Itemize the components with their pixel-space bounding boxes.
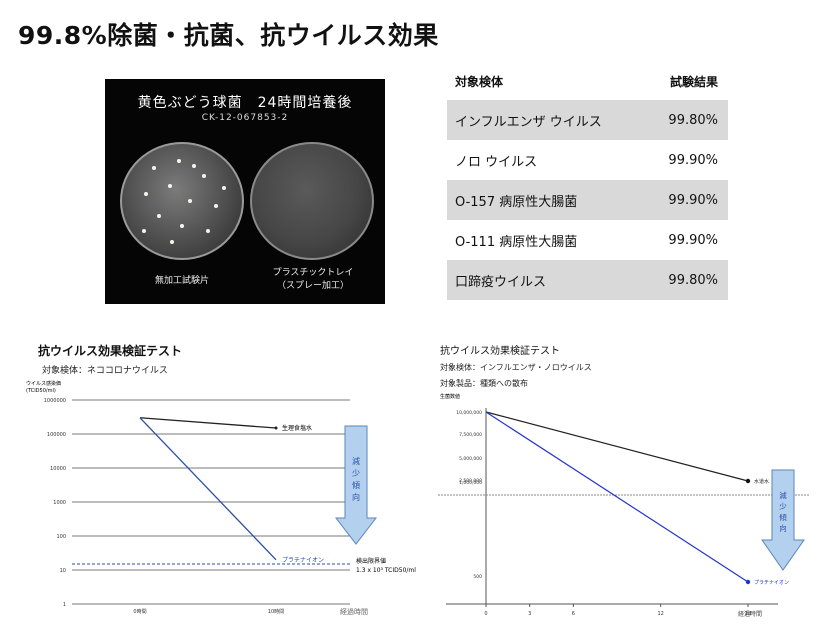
chart1-title: 抗ウイルス効果検証テスト	[38, 344, 183, 358]
row-subject: インフルエンザ ウイルス	[455, 114, 602, 130]
row-result: 99.80%	[668, 272, 718, 288]
untreated-label: 無加工試験片	[154, 276, 209, 286]
petri-dish-photo: 黄色ぶどう球菌 24時間培養後 CK-12-067853-2 無加工試験片 プラ…	[105, 79, 385, 304]
x-axis-label: 経過時間	[738, 610, 762, 618]
arrow-label-char: 少	[352, 469, 360, 478]
arrow-label-char: 向	[352, 492, 360, 502]
row-result: 99.80%	[668, 112, 718, 128]
y-tick-label: 5,000,000	[459, 456, 482, 462]
y-tick-label: 10,000,000	[456, 410, 482, 416]
colony	[168, 184, 172, 188]
chart2-svg: 生菌数値 10,000,000 7,500,000 5,000,000 2,500,00…	[438, 393, 810, 618]
colony	[192, 164, 196, 168]
decrease-arrow	[761, 469, 805, 571]
y-tick-label: 100	[56, 534, 66, 540]
x-tick-label: 3	[528, 611, 531, 617]
colony	[157, 214, 161, 218]
colony	[214, 204, 218, 208]
detection-limit-label: 検出限界値	[356, 557, 386, 565]
row-result: 99.90%	[668, 152, 718, 168]
table-row: O-157 病原性大腸菌 99.90%	[447, 180, 728, 220]
y-axis-label: (TCID50/ml)	[26, 388, 56, 394]
series-label: プラチナイオン	[282, 557, 324, 564]
series-line-1	[139, 417, 277, 429]
row-subject: O-157 病原性大腸菌	[455, 194, 578, 210]
row-subject: ノロ ウイルス	[455, 154, 538, 170]
x-tick-label: 0	[484, 611, 487, 617]
table-row: O-111 病原性大腸菌 99.90%	[447, 220, 728, 260]
series-line-2	[485, 411, 749, 583]
colony	[222, 186, 226, 190]
y-tick-label: 1,000,000	[459, 480, 482, 486]
table-row: 口蹄疫ウイルス 99.80%	[447, 260, 728, 300]
y-tick-label: 10	[60, 568, 66, 574]
colony	[142, 229, 146, 233]
header-subject: 対象検体	[455, 74, 504, 89]
arrow-label-char: 傾	[779, 513, 787, 522]
colony	[206, 229, 210, 233]
series-line-2	[139, 417, 277, 561]
treated-petri-dish	[250, 142, 374, 260]
y-tick-label: 1000000	[44, 398, 66, 404]
y-tick-label: 2,500,000	[459, 478, 482, 484]
x-tick-label: 0時間	[133, 609, 146, 615]
row-subject: O-111 病原性大腸菌	[455, 234, 578, 250]
arrow-label-char: 向	[779, 523, 787, 533]
row-result: 99.90%	[668, 232, 718, 248]
colony	[188, 199, 192, 203]
colony	[170, 240, 174, 244]
x-tick-label: 10時間	[268, 609, 284, 615]
treated-label: プラスチックトレイ （スプレー加工）	[253, 267, 373, 293]
colony	[202, 174, 206, 178]
colony	[144, 192, 148, 196]
detection-limit-value: 1.3 x 10³ TCID50/ml	[356, 567, 416, 574]
x-tick-label: 18	[745, 611, 751, 617]
photo-title: 黄色ぶどう球菌 24時間培養後	[137, 95, 353, 111]
colony	[180, 224, 184, 228]
series-label: プラチナイオン	[754, 580, 789, 586]
series-point	[745, 478, 751, 484]
table-row: ノロ ウイルス 99.90%	[447, 140, 728, 180]
results-table: 対象検体 試験結果 インフルエンザ ウイルス 99.80% ノロ ウイルス 99…	[447, 62, 728, 300]
chart1-svg: ウイルス感染価(TCID50/ml)1000000100000100001000…	[26, 380, 416, 616]
treated-label-line1: プラスチックトレイ	[272, 268, 354, 278]
colony	[177, 159, 181, 163]
series-label: 水道水	[754, 478, 769, 485]
page-title: 99.8%除菌・抗菌、抗ウイルス効果	[18, 21, 439, 50]
series-line-1	[485, 411, 749, 482]
arrow-label-char: 少	[779, 502, 787, 511]
arrow-label-char: 減	[779, 490, 787, 500]
y-tick-label: 1000	[53, 500, 66, 506]
table-header: 対象検体 試験結果	[447, 62, 728, 100]
y-tick-label: 500	[473, 574, 482, 580]
y-axis-label: ウイルス感染価	[26, 380, 61, 387]
y-tick-label: 100000	[47, 432, 66, 438]
series-point	[274, 426, 278, 430]
table-row: インフルエンザ ウイルス 99.80%	[447, 100, 728, 140]
chart2-title: 抗ウイルス効果検証テスト	[440, 346, 560, 357]
colony	[152, 166, 156, 170]
y-tick-label: 7,500,000	[459, 432, 482, 438]
x-tick-label: 12	[657, 611, 663, 617]
y-axis-label: 生菌数値	[440, 393, 460, 400]
untreated-petri-dish	[120, 142, 244, 260]
decrease-arrow	[334, 425, 378, 545]
series-point	[745, 579, 751, 585]
header-result: 試験結果	[669, 74, 718, 89]
y-tick-label: 1	[63, 602, 66, 608]
chart1-subtitle: 対象検体：ネココロナウイルス	[42, 366, 168, 376]
x-tick-label: 6	[572, 611, 575, 617]
arrow-label-char: 傾	[352, 481, 360, 490]
row-result: 99.90%	[668, 192, 718, 208]
chart2-subtitle2: 対象製品：種類への散布	[440, 379, 528, 388]
treated-label-line2: （スプレー加工）	[276, 281, 349, 291]
series-label: 生理食塩水	[282, 424, 312, 432]
arrow-label-char: 減	[352, 456, 360, 466]
y-tick-label: 10000	[50, 466, 66, 472]
photo-code: CK-12-067853-2	[201, 113, 289, 123]
row-subject: 口蹄疫ウイルス	[455, 274, 547, 290]
chart2-subtitle: 対象検体：インフルエンザ・ノロウイルス	[440, 363, 592, 372]
x-axis-label: 経過時間	[340, 607, 368, 616]
